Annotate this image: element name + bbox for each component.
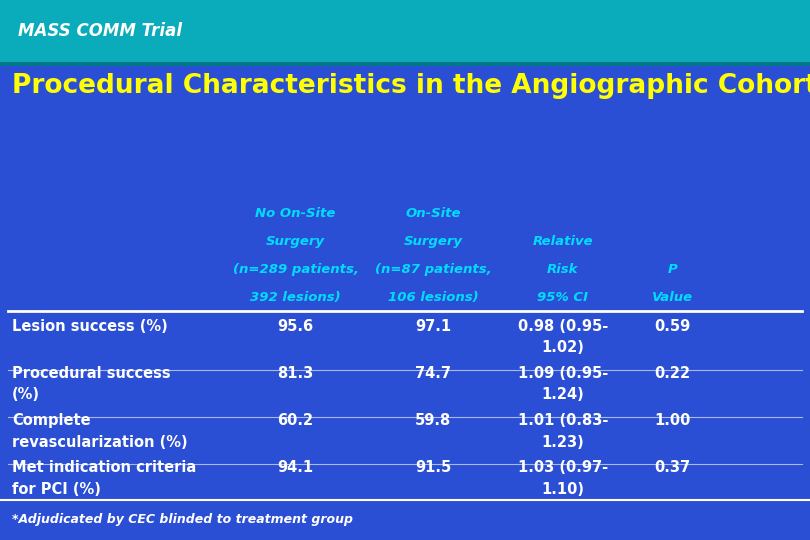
Text: 60.2: 60.2 [278, 413, 313, 428]
Text: 94.1: 94.1 [278, 460, 313, 475]
Text: Procedural Characteristics in the Angiographic Cohort*: Procedural Characteristics in the Angiog… [12, 73, 810, 99]
Text: Surgery: Surgery [266, 235, 325, 248]
Text: On-Site: On-Site [406, 207, 461, 220]
Text: 1.01 (0.83-: 1.01 (0.83- [518, 413, 608, 428]
Text: 1.24): 1.24) [542, 388, 584, 402]
Bar [0, 500, 810, 540]
Text: Met indication criteria: Met indication criteria [12, 460, 196, 475]
Text: No On-Site: No On-Site [255, 207, 336, 220]
Text: 0.22: 0.22 [654, 366, 690, 381]
Text: Relative: Relative [533, 235, 593, 248]
Text: *Adjudicated by CEC blinded to treatment group: *Adjudicated by CEC blinded to treatment… [12, 513, 353, 526]
Text: 95.6: 95.6 [278, 319, 313, 334]
Text: (%): (%) [12, 388, 40, 402]
Text: (n=289 patients,: (n=289 patients, [232, 263, 359, 276]
Text: 1.09 (0.95-: 1.09 (0.95- [518, 366, 608, 381]
Text: 91.5: 91.5 [416, 460, 451, 475]
Text: Lesion success (%): Lesion success (%) [12, 319, 168, 334]
Text: Risk: Risk [548, 263, 578, 276]
Text: revascularization (%): revascularization (%) [12, 435, 188, 450]
Text: 1.00: 1.00 [654, 413, 690, 428]
Text: 0.59: 0.59 [654, 319, 690, 334]
Text: 81.3: 81.3 [278, 366, 313, 381]
Text: 392 lesions): 392 lesions) [250, 291, 341, 304]
Text: 1.02): 1.02) [542, 340, 584, 355]
Text: MASS COMM Trial: MASS COMM Trial [18, 22, 182, 40]
Text: 0.37: 0.37 [654, 460, 690, 475]
Text: for PCI (%): for PCI (%) [12, 482, 101, 497]
Text: Surgery: Surgery [404, 235, 463, 248]
Text: (n=87 patients,: (n=87 patients, [375, 263, 492, 276]
Bar [0, 62, 810, 66]
Text: 74.7: 74.7 [416, 366, 451, 381]
Text: P: P [667, 263, 677, 276]
Text: 0.98 (0.95-: 0.98 (0.95- [518, 319, 608, 334]
Text: 59.8: 59.8 [416, 413, 451, 428]
Text: 1.03 (0.97-: 1.03 (0.97- [518, 460, 608, 475]
Text: 1.23): 1.23) [542, 435, 584, 450]
Bar [0, 0, 810, 62]
Text: 95% CI: 95% CI [538, 291, 588, 304]
Text: Complete: Complete [12, 413, 91, 428]
Text: Procedural success: Procedural success [12, 366, 171, 381]
Text: 97.1: 97.1 [416, 319, 451, 334]
Text: Value: Value [652, 291, 693, 304]
Text: 106 lesions): 106 lesions) [388, 291, 479, 304]
Text: 1.10): 1.10) [541, 482, 585, 497]
